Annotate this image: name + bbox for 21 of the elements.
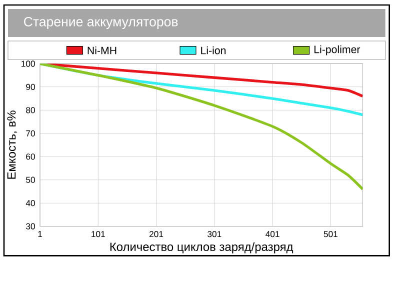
y-axis-title: Емкость, в% bbox=[7, 110, 18, 179]
x-tick-label: 1 bbox=[38, 231, 42, 237]
y-tick-label: 60 bbox=[26, 154, 35, 160]
legend-label: Ni-MH bbox=[88, 46, 116, 54]
y-tick-label: 100 bbox=[22, 60, 35, 67]
x-tick-label: 401 bbox=[266, 231, 280, 238]
y-tick-label: 30 bbox=[26, 223, 35, 230]
chart-title: Старение аккумуляторов bbox=[24, 16, 178, 30]
x-tick-label: 101 bbox=[92, 231, 105, 238]
legend-label: Li-polimer bbox=[314, 45, 360, 56]
y-tick-label: 90 bbox=[26, 84, 35, 90]
legend-label: Li-ion bbox=[201, 46, 226, 54]
x-tick-label: 301 bbox=[208, 231, 222, 238]
y-tick-label: 50 bbox=[26, 176, 35, 183]
y-tick-label: 40 bbox=[26, 200, 35, 206]
x-tick-label: 501 bbox=[324, 231, 338, 238]
y-tick-label: 70 bbox=[26, 130, 35, 136]
line-series bbox=[40, 64, 363, 190]
y-tick-label: 80 bbox=[26, 107, 35, 114]
x-tick-label: 201 bbox=[150, 231, 164, 238]
x-axis-title: Количество циклов заряд/разряд bbox=[110, 242, 294, 254]
